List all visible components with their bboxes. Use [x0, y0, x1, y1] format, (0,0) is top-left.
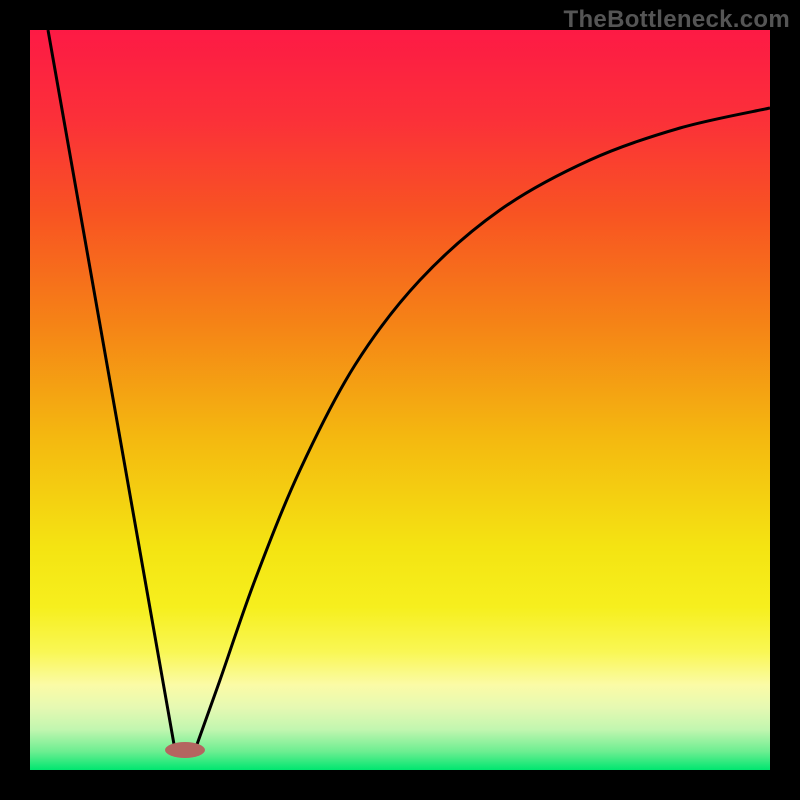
bottleneck-chart: [0, 0, 800, 800]
watermark-text: TheBottleneck.com: [564, 6, 790, 34]
plot-area: [30, 30, 770, 770]
minimum-marker: [165, 742, 205, 758]
chart-container: TheBottleneck.com: [0, 0, 800, 800]
